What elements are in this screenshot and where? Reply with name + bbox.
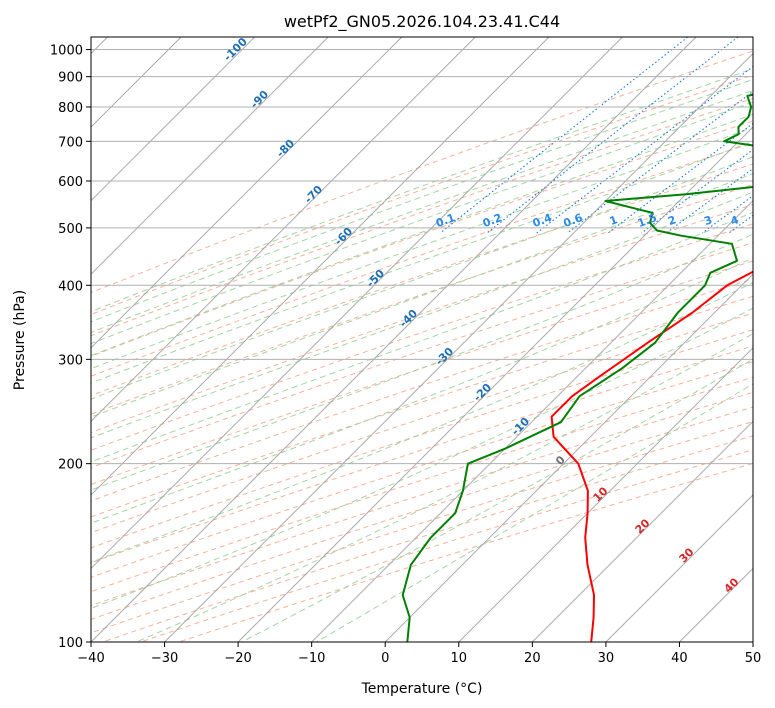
moist-adiabat-line bbox=[91, 68, 753, 313]
dry-adiabat-line bbox=[91, 242, 753, 469]
x-tick-label: −20 bbox=[224, 651, 251, 666]
dry-adiabat-line bbox=[91, 329, 753, 549]
mixing-ratio-label: 4 bbox=[729, 213, 741, 228]
isotherm-line bbox=[237, 126, 753, 642]
plot-area: -100-90-80-70-60-50-40-30-20-10010203040… bbox=[91, 37, 775, 642]
isotherm-line bbox=[91, 37, 623, 570]
y-tick-label: 400 bbox=[58, 279, 83, 294]
dry-adiabat-line bbox=[91, 97, 753, 337]
mixing-ratio-line bbox=[768, 37, 775, 233]
y-tick-label: 600 bbox=[58, 175, 83, 190]
y-tick-label: 300 bbox=[58, 353, 83, 368]
mixing-ratio-label: 3 bbox=[702, 213, 714, 228]
moist-adiabat-line bbox=[91, 211, 753, 463]
x-tick-label: 30 bbox=[598, 651, 615, 666]
dry-adiabat-label: 40 bbox=[722, 575, 742, 595]
dry-adiabat-label: -30 bbox=[433, 345, 456, 368]
y-axis-label: Pressure (hPa) bbox=[12, 290, 28, 390]
isotherm-line bbox=[91, 37, 403, 349]
isotherm-line bbox=[458, 347, 753, 642]
moist-adiabat-line bbox=[91, 126, 753, 370]
x-tick-label: 40 bbox=[671, 651, 688, 666]
y-tick-label: 800 bbox=[58, 101, 83, 116]
dry-adiabat-line bbox=[91, 295, 753, 518]
moist-adiabat-line bbox=[91, 233, 753, 491]
mixing-ratio-label: 2 bbox=[666, 213, 678, 228]
isotherm-line bbox=[91, 37, 256, 202]
isotherm-line bbox=[91, 37, 476, 423]
x-tick-label: 10 bbox=[451, 651, 468, 666]
temperature-profile bbox=[550, 270, 753, 642]
mixing-ratio-label: 1.5 bbox=[636, 211, 659, 230]
dry-adiabat-label: 20 bbox=[633, 516, 653, 536]
mixing-ratio-label: 0.6 bbox=[562, 211, 585, 230]
isotherm-line bbox=[91, 37, 697, 642]
moist-adiabat-line bbox=[91, 89, 753, 333]
dry-adiabat-label: -70 bbox=[302, 183, 325, 206]
x-tick-label: 50 bbox=[745, 651, 762, 666]
isotherm-line bbox=[605, 494, 753, 642]
x-axis-label: Temperature (°C) bbox=[361, 681, 483, 697]
isotherm-line bbox=[91, 37, 329, 275]
x-tick-label: 20 bbox=[524, 651, 541, 666]
mixing-ratio-line bbox=[567, 90, 753, 234]
isotherm-line bbox=[91, 37, 550, 496]
x-tick-label: −30 bbox=[151, 651, 178, 666]
moist-adiabat-line bbox=[91, 78, 753, 323]
mixing-ratio-label: 1 bbox=[608, 213, 620, 228]
isotherm-line bbox=[311, 199, 753, 642]
dewpoint-profile bbox=[401, 93, 753, 642]
y-tick-label: 100 bbox=[58, 636, 83, 651]
isotherm-line bbox=[679, 567, 753, 642]
x-tick-label: 0 bbox=[381, 651, 389, 666]
moist-adiabat-line bbox=[91, 257, 753, 524]
dry-adiabat-label: -80 bbox=[274, 137, 297, 160]
mixing-ratio-line bbox=[665, 167, 753, 234]
mixing-ratio-label: 6 bbox=[768, 213, 775, 228]
dry-adiabat-line bbox=[91, 278, 753, 502]
x-tick-label: −10 bbox=[298, 651, 325, 666]
dry-adiabat-line bbox=[91, 203, 753, 434]
dry-adiabat-line bbox=[91, 74, 753, 316]
moist-adiabat-line bbox=[136, 333, 753, 642]
moist-adiabat-line bbox=[91, 173, 753, 418]
dry-adiabat-line bbox=[91, 345, 753, 564]
moist-adiabat-line bbox=[91, 101, 753, 345]
mixing-ratio-line bbox=[439, 37, 689, 234]
dry-adiabat-label: 10 bbox=[591, 484, 611, 504]
y-tick-label: 900 bbox=[58, 71, 83, 86]
dry-adiabat-line bbox=[91, 50, 753, 294]
moist-adiabat-line bbox=[91, 307, 753, 609]
isotherm-line bbox=[531, 420, 753, 642]
dry-adiabat-label: -40 bbox=[397, 307, 420, 330]
dry-adiabat-line bbox=[91, 163, 753, 397]
y-tick-label: 1000 bbox=[50, 44, 83, 59]
isotherm-line bbox=[164, 52, 753, 642]
isotherm-line bbox=[384, 273, 753, 642]
dry-adiabat-label: -90 bbox=[248, 88, 271, 111]
moist-adiabat-line bbox=[241, 358, 753, 642]
isotherm-line bbox=[752, 641, 753, 642]
y-tick-label: 700 bbox=[58, 135, 83, 150]
moist-adiabat-line bbox=[91, 156, 753, 400]
axes: −40 −30 −20 −10 0 10 20 30 40 50 100 200 300 400 500 60… bbox=[50, 44, 761, 666]
mixing-ratio-label: 0.4 bbox=[531, 211, 554, 230]
y-tick-label: 200 bbox=[58, 458, 83, 473]
dry-adiabat-label: -10 bbox=[509, 415, 532, 438]
dry-adiabat-line bbox=[102, 435, 753, 642]
mixing-ratio-line bbox=[536, 65, 753, 234]
dry-adiabat-label: -50 bbox=[364, 267, 387, 290]
moist-adiabat-line bbox=[91, 140, 753, 384]
moist-adiabat-line bbox=[91, 282, 753, 563]
mixing-ratio-label: 0.2 bbox=[481, 211, 504, 230]
plot-frame bbox=[90, 36, 754, 643]
x-tick-label: −40 bbox=[77, 651, 104, 666]
dry-adiabat-label: 30 bbox=[677, 545, 697, 565]
mixing-ratio-label: 0.1 bbox=[434, 211, 457, 230]
moist-adiabat-line bbox=[316, 383, 753, 642]
y-tick-label: 500 bbox=[58, 222, 83, 237]
chart-title: wetPf2_GN05.2026.104.23.41.C44 bbox=[284, 12, 560, 32]
dry-adiabat-line bbox=[91, 184, 753, 415]
